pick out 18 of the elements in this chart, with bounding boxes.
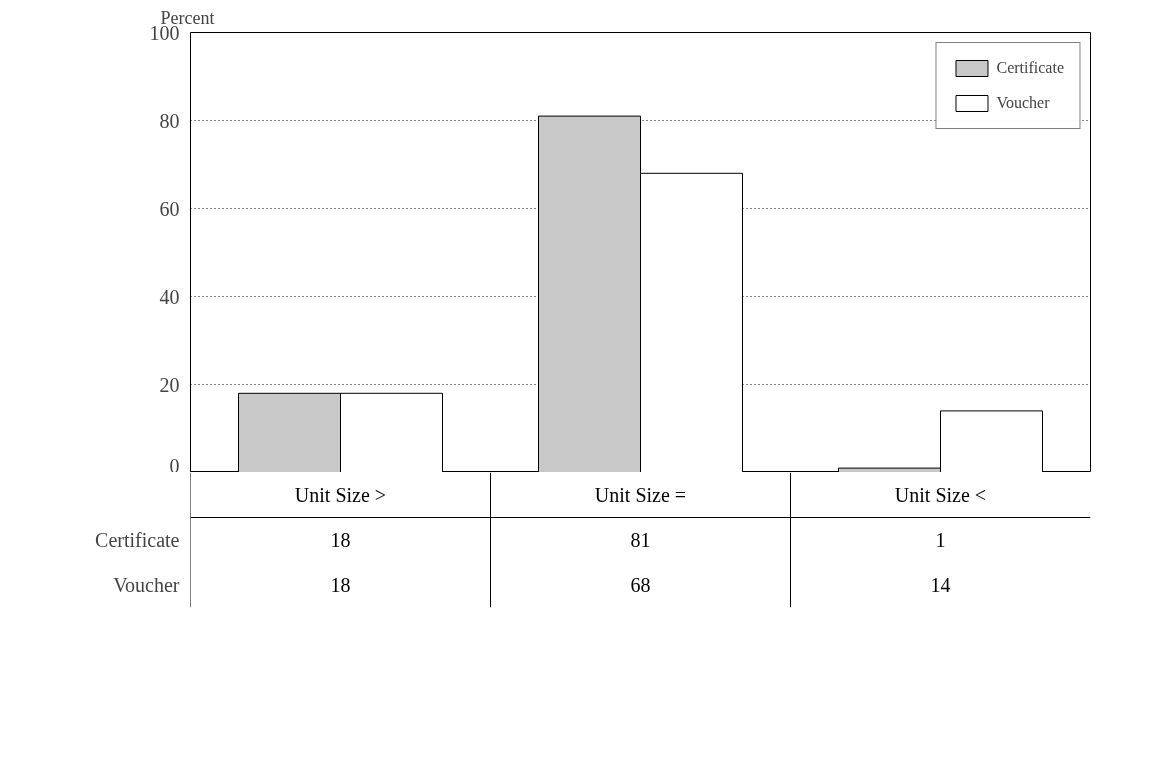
text: Voucher (113, 574, 180, 596)
text: Certificate (95, 529, 180, 551)
y-tick-label: 20 (159, 373, 180, 396)
y-tick-label: 0 (169, 454, 180, 477)
legend-label: Voucher (996, 94, 1050, 112)
x-tick-label: Unit Size < (894, 484, 987, 506)
data-label: 18 (330, 574, 351, 596)
y-tick-label: 60 (159, 197, 180, 220)
data-label: 81 (630, 529, 651, 551)
x-tick-label: Unit Size = (594, 484, 687, 506)
data-label: 1 (935, 529, 946, 551)
x-tick-label: Unit Size > (294, 484, 387, 506)
y-tick-label: 80 (159, 109, 180, 132)
legend-label: Certificate (996, 59, 1064, 77)
data-label: 68 (630, 574, 651, 596)
data-label: 18 (330, 529, 351, 551)
y-tick-label: 40 (159, 285, 180, 308)
data-label: 14 (930, 574, 951, 596)
